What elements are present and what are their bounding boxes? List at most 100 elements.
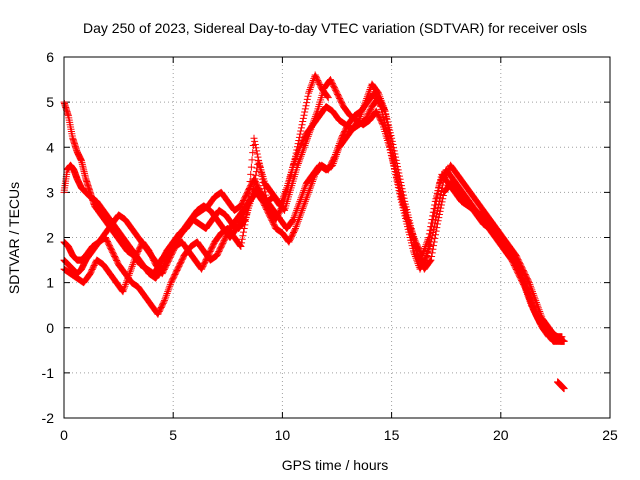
x-tick-label: 15 (384, 427, 400, 443)
data-point (311, 113, 319, 121)
data-point (300, 185, 308, 193)
y-tick-label: 2 (46, 230, 54, 246)
data-point (292, 223, 300, 231)
data-point (295, 136, 303, 144)
data-point (330, 158, 338, 166)
data-point (332, 152, 340, 160)
data-point (397, 182, 405, 190)
data-point (299, 118, 307, 126)
data-point (558, 337, 566, 345)
data-point (305, 87, 313, 95)
data-point (295, 199, 303, 207)
data-point (426, 258, 434, 266)
data-point (435, 183, 443, 191)
data-point (293, 221, 301, 229)
data-point (122, 279, 130, 287)
data-point (127, 266, 135, 274)
data-point (297, 194, 305, 202)
data-point (429, 215, 437, 223)
data-point (294, 161, 302, 169)
data-point (166, 280, 174, 288)
data-point (163, 289, 171, 297)
data-point (530, 305, 538, 313)
data-point (309, 120, 317, 128)
data-point (303, 99, 311, 107)
data-point (323, 92, 331, 100)
data-point (123, 277, 131, 285)
data-point (307, 125, 315, 133)
data-point (528, 301, 536, 309)
data-point (524, 289, 532, 297)
data-point (302, 138, 310, 146)
data-point (311, 114, 319, 122)
data-point (428, 223, 436, 231)
data-point (294, 203, 302, 211)
data-point (253, 147, 261, 155)
data-point (527, 298, 535, 306)
x-tick-label: 25 (602, 427, 618, 443)
data-point (385, 136, 393, 144)
data-point (307, 123, 315, 131)
data-point (291, 226, 299, 234)
data-point (431, 231, 439, 239)
data-point (260, 182, 268, 190)
data-point (390, 144, 398, 152)
data-point (521, 281, 529, 289)
data-point (392, 153, 400, 161)
y-tick-label: 4 (46, 139, 54, 155)
data-point (160, 298, 168, 306)
data-point (292, 149, 300, 157)
data-point (121, 282, 129, 290)
data-point (432, 227, 440, 235)
data-point (434, 217, 442, 225)
data-point (292, 224, 300, 232)
data-point (329, 159, 337, 167)
data-point (295, 201, 303, 209)
data-point (396, 190, 404, 198)
data-point (295, 133, 303, 141)
data-point (425, 237, 433, 245)
data-point (289, 215, 297, 223)
data-point (427, 226, 435, 234)
y-tick-label: -2 (42, 410, 55, 426)
data-point (428, 249, 436, 257)
data-point (250, 134, 258, 142)
data-point (391, 150, 399, 158)
data-point (127, 264, 135, 272)
data-point (400, 194, 408, 202)
x-tick-label: 10 (275, 427, 291, 443)
data-point (251, 137, 259, 145)
data-point (306, 127, 314, 135)
data-point (246, 178, 254, 186)
data-point (398, 185, 406, 193)
data-point (297, 127, 305, 135)
data-point (125, 271, 133, 279)
data-point (393, 159, 401, 167)
data-point (430, 208, 438, 216)
data-point (238, 239, 246, 247)
data-point (430, 238, 438, 246)
data-point (388, 134, 396, 142)
data-point (386, 142, 394, 150)
data-point (519, 276, 527, 284)
data-point (420, 246, 428, 254)
series-track-d (60, 94, 566, 345)
data-point (309, 78, 317, 86)
data-point (303, 136, 311, 144)
series-track-e (60, 71, 332, 278)
data-point (309, 118, 317, 126)
data-point (288, 217, 296, 225)
data-point (526, 294, 534, 302)
data-point (388, 152, 396, 160)
chart-title: Day 250 of 2023, Sidereal Day-to-day VTE… (83, 20, 587, 36)
data-point (388, 137, 396, 145)
data-point (380, 106, 388, 114)
data-point (294, 140, 302, 148)
data-point (428, 252, 436, 260)
data-point (423, 252, 431, 260)
data-point (297, 124, 305, 132)
data-point (301, 108, 309, 116)
data-point (162, 291, 170, 299)
data-point (424, 244, 432, 252)
data-point (296, 197, 304, 205)
